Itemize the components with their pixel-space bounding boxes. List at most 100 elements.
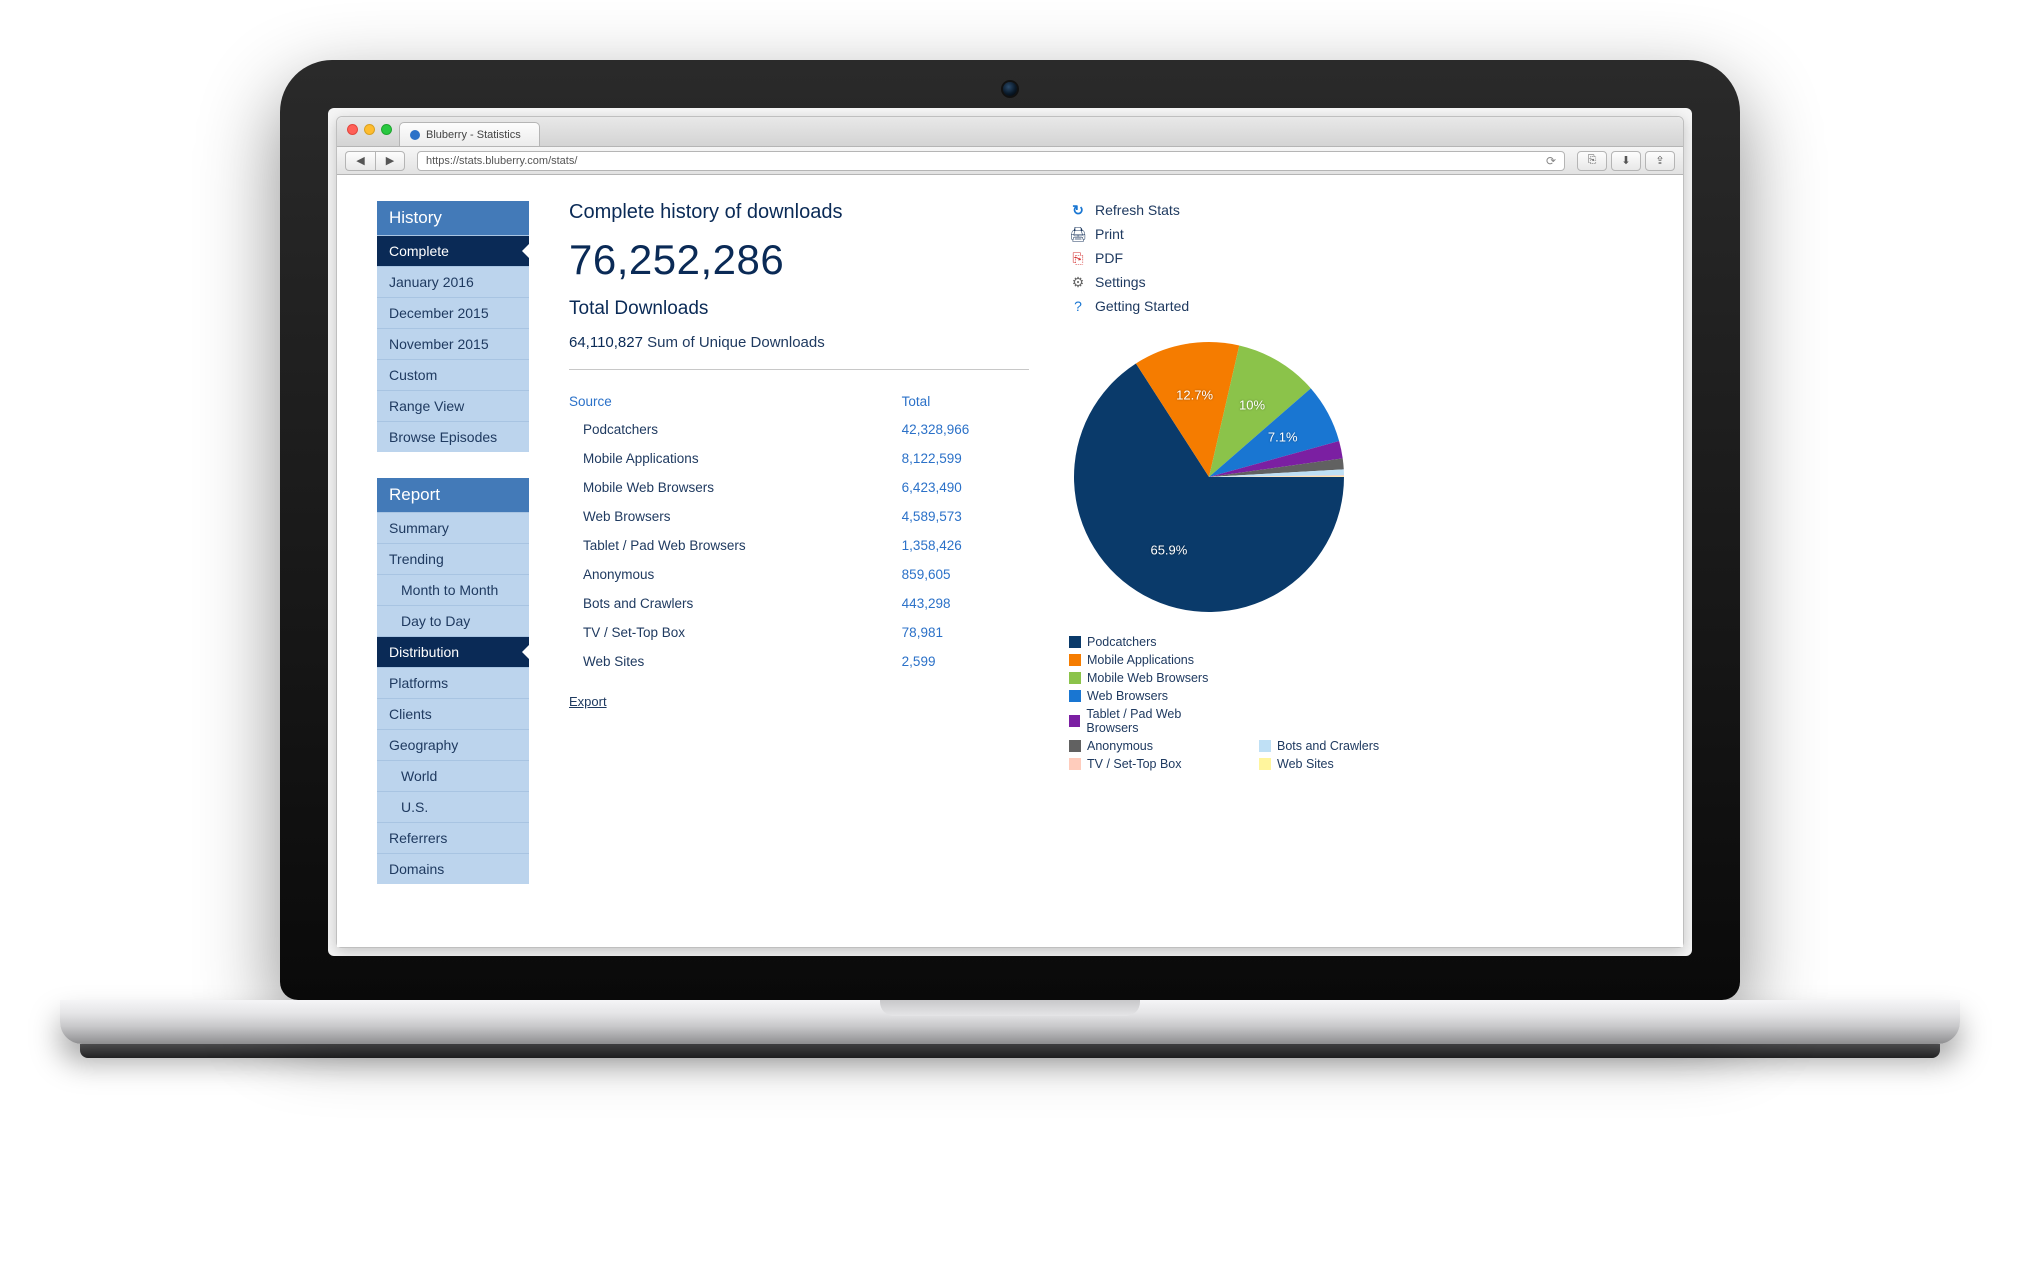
export-link[interactable]: Export: [569, 694, 607, 709]
sidebar-item-november-2015[interactable]: November 2015: [377, 328, 529, 359]
reader-button[interactable]: ⎘: [1577, 151, 1607, 171]
sidebar-item-month-to-month[interactable]: Month to Month: [377, 574, 529, 605]
browser-tabbar: Bluberry - Statistics: [337, 117, 1683, 147]
url-bar[interactable]: https://stats.bluberry.com/stats/ ⟳: [417, 151, 1565, 171]
sidebar-item-day-to-day[interactable]: Day to Day: [377, 605, 529, 636]
url-text: https://stats.bluberry.com/stats/: [426, 155, 577, 167]
sidebar-item-trending[interactable]: Trending: [377, 543, 529, 574]
sidebar-item-complete[interactable]: Complete: [377, 235, 529, 266]
source-table: Source Total Podcatchers42,328,966Mobile…: [569, 388, 1029, 676]
source-total: 6,423,490: [902, 473, 1029, 502]
table-row: TV / Set-Top Box78,981: [569, 618, 1029, 647]
sidebar-item-january-2016[interactable]: January 2016: [377, 266, 529, 297]
pie-legend: Podcatchers Mobile Applications Mobile Web…: [1069, 633, 1499, 773]
pie-label: 7.1%: [1268, 430, 1298, 445]
sidebar-item-clients[interactable]: Clients: [377, 698, 529, 729]
source-total: 8,122,599: [902, 444, 1029, 473]
stats-column: Complete history of downloads 76,252,286…: [569, 201, 1029, 921]
legend-label: Bots and Crawlers: [1277, 739, 1379, 753]
source-total: 443,298: [902, 589, 1029, 618]
legend-label: Web Browsers: [1087, 689, 1168, 703]
source-name: Bots and Crawlers: [569, 589, 902, 618]
legend-swatch: [1069, 672, 1081, 684]
laptop-screen: Bluberry - Statistics ◀ ▶ https://stats.…: [328, 108, 1692, 956]
unique-downloads-line: 64,110,827 Sum of Unique Downloads: [569, 334, 1029, 351]
sidebar-item-december-2015[interactable]: December 2015: [377, 297, 529, 328]
print-icon: 🖨: [1069, 225, 1087, 243]
unique-label: Sum of Unique Downloads: [647, 334, 825, 351]
settings-link[interactable]: ⚙ Settings: [1069, 273, 1499, 291]
browser-window: Bluberry - Statistics ◀ ▶ https://stats.…: [336, 116, 1684, 948]
sidebar-item-browse-episodes[interactable]: Browse Episodes: [377, 421, 529, 452]
zoom-icon[interactable]: [381, 124, 392, 135]
legend-item: Anonymous: [1069, 737, 1229, 755]
page-content: History CompleteJanuary 2016December 201…: [337, 175, 1683, 947]
sidebar-item-range-view[interactable]: Range View: [377, 390, 529, 421]
sidebar-item-u-s-[interactable]: U.S.: [377, 791, 529, 822]
table-row: Mobile Applications8,122,599: [569, 444, 1029, 473]
nav-group-history: History CompleteJanuary 2016December 201…: [377, 201, 529, 452]
legend-item: Bots and Crawlers: [1259, 737, 1419, 755]
page-title: Complete history of downloads: [569, 201, 1029, 224]
table-row: Podcatchers42,328,966: [569, 415, 1029, 444]
sidebar-item-geography[interactable]: Geography: [377, 729, 529, 760]
help-icon: ?: [1069, 297, 1087, 315]
downloads-button[interactable]: ⬇: [1611, 151, 1641, 171]
reload-icon[interactable]: ⟳: [1546, 154, 1556, 168]
table-row: Web Sites2,599: [569, 647, 1029, 676]
source-total: 42,328,966: [902, 415, 1029, 444]
nav-header-history: History: [377, 201, 529, 235]
sidebar-item-distribution[interactable]: Distribution: [377, 636, 529, 667]
back-button[interactable]: ◀: [345, 151, 375, 171]
sidebar-item-platforms[interactable]: Platforms: [377, 667, 529, 698]
refresh-stats-link[interactable]: ↻ Refresh Stats: [1069, 201, 1499, 219]
legend-swatch: [1069, 654, 1081, 666]
legend-label: Web Sites: [1277, 757, 1334, 771]
print-link[interactable]: 🖨 Print: [1069, 225, 1499, 243]
legend-swatch: [1069, 740, 1081, 752]
legend-label: Mobile Applications: [1087, 653, 1194, 667]
sidebar: History CompleteJanuary 2016December 201…: [377, 201, 529, 921]
source-name: TV / Set-Top Box: [569, 618, 902, 647]
laptop-frame: Bluberry - Statistics ◀ ▶ https://stats.…: [280, 60, 1740, 1058]
close-icon[interactable]: [347, 124, 358, 135]
sidebar-item-summary[interactable]: Summary: [377, 512, 529, 543]
source-name: Web Browsers: [569, 502, 902, 531]
browser-toolbar: ◀ ▶ https://stats.bluberry.com/stats/ ⟳ …: [337, 147, 1683, 175]
source-total: 1,358,426: [902, 531, 1029, 560]
sidebar-item-world[interactable]: World: [377, 760, 529, 791]
forward-button[interactable]: ▶: [375, 151, 405, 171]
tab-title: Bluberry - Statistics: [426, 129, 521, 141]
sidebar-item-referrers[interactable]: Referrers: [377, 822, 529, 853]
pie-label: 65.9%: [1150, 543, 1187, 558]
legend-item: Web Sites: [1259, 755, 1419, 773]
legend-swatch: [1259, 758, 1271, 770]
sidebar-item-custom[interactable]: Custom: [377, 359, 529, 390]
legend-item: TV / Set-Top Box: [1069, 755, 1229, 773]
pdf-link[interactable]: ⎘ PDF: [1069, 249, 1499, 267]
table-row: Anonymous859,605: [569, 560, 1029, 589]
sidebar-item-domains[interactable]: Domains: [377, 853, 529, 884]
table-row: Mobile Web Browsers6,423,490: [569, 473, 1029, 502]
laptop-foot: [80, 1044, 1940, 1058]
unique-number: 64,110,827: [569, 334, 643, 351]
legend-label: Podcatchers: [1087, 635, 1156, 649]
right-column: ↻ Refresh Stats 🖨 Print ⎘ PDF: [1069, 201, 1499, 921]
legend-swatch: [1069, 636, 1081, 648]
favicon-icon: [410, 130, 420, 140]
legend-item: Mobile Web Browsers: [1069, 669, 1229, 687]
legend-swatch: [1069, 758, 1081, 770]
source-name: Mobile Web Browsers: [569, 473, 902, 502]
window-traffic-lights[interactable]: [347, 124, 392, 135]
total-downloads-label: Total Downloads: [569, 298, 1029, 320]
laptop-lid: Bluberry - Statistics ◀ ▶ https://stats.…: [280, 60, 1740, 1000]
minimize-icon[interactable]: [364, 124, 375, 135]
legend-item: Podcatchers: [1069, 633, 1229, 651]
col-total: Total: [902, 388, 1029, 415]
legend-label: Mobile Web Browsers: [1087, 671, 1208, 685]
legend-item: Mobile Applications: [1069, 651, 1229, 669]
share-button[interactable]: ⇪: [1645, 151, 1675, 171]
getting-started-link[interactable]: ? Getting Started: [1069, 297, 1499, 315]
browser-tab[interactable]: Bluberry - Statistics: [399, 122, 540, 146]
action-list: ↻ Refresh Stats 🖨 Print ⎘ PDF: [1069, 201, 1499, 315]
